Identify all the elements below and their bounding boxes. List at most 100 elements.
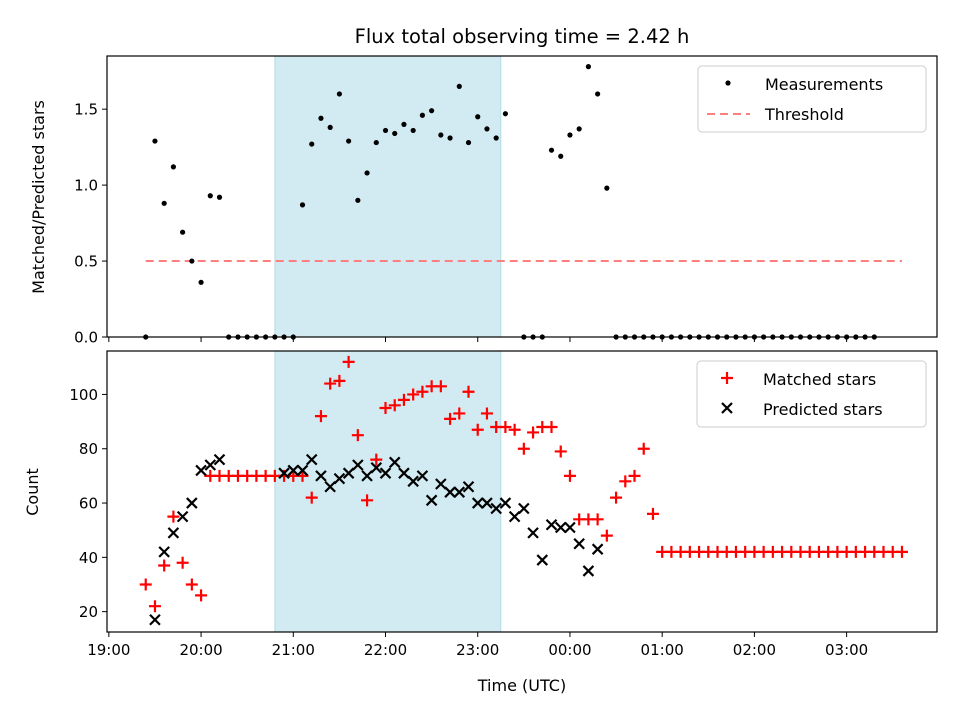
measurement-point [558, 153, 564, 159]
predicted-stars-point [195, 464, 207, 477]
measurement-point [355, 197, 361, 203]
count-y-tick-label: 60 [79, 495, 98, 513]
predicted-stars-point [508, 510, 521, 523]
measurement-point [318, 115, 324, 121]
legend-label-threshold: Threshold [764, 105, 844, 124]
x-tick-label: 21:00 [272, 641, 315, 659]
predicted-stars-point [407, 475, 419, 488]
predicted-stars-point [388, 456, 401, 469]
predicted-stars-point [536, 554, 549, 566]
predicted-stars-point [591, 543, 604, 555]
predicted-stars-point [518, 502, 530, 515]
measurement-point [373, 139, 379, 146]
predicted-stars-point [204, 459, 217, 471]
measurement-point [585, 64, 592, 70]
matched-stars-point [545, 421, 558, 434]
predicted-stars-point [158, 546, 170, 558]
matched-stars-point [185, 578, 198, 591]
predicted-stars-point [573, 537, 585, 550]
measurement-point [502, 111, 508, 117]
x-axis-label: Time (UTC) [477, 676, 566, 695]
x-tick-label: 19:00 [87, 641, 130, 659]
matched-stars-point [591, 513, 604, 526]
measurement-point [438, 132, 444, 138]
predicted-stars-point [398, 467, 410, 479]
x-tick-label: 02:00 [733, 641, 776, 659]
predicted-stars-point [287, 464, 300, 477]
ratio-legend: Measurements Threshold [697, 65, 927, 133]
legend-marker-measurements [725, 80, 731, 86]
x-tick-label: 00:00 [548, 641, 591, 659]
matched-stars-point [462, 385, 475, 398]
matched-stars-point [176, 556, 189, 569]
predicted-stars-point [186, 497, 198, 509]
legend-marker-matched [721, 372, 733, 384]
matched-stars-point [610, 491, 623, 504]
measurement-point [382, 127, 389, 134]
x-tick-label: 23:00 [456, 641, 499, 659]
predicted-stars-point [315, 470, 327, 482]
ratio-y-tick-label: 0.5 [74, 253, 98, 271]
measurement-point [567, 132, 573, 138]
ratio-observing-band [274, 55, 502, 338]
predicted-stars-point [453, 486, 466, 498]
predicted-stars-point [435, 478, 447, 490]
measurement-point [475, 114, 481, 120]
matched-stars-point [895, 545, 908, 558]
measurement-point [604, 185, 610, 191]
count-axes-frame [106, 350, 938, 633]
measurement-point [419, 112, 425, 118]
matched-stars-point [554, 445, 567, 458]
matched-stars-point [397, 393, 410, 406]
predicted-stars-point [499, 497, 512, 509]
chart-title: Flux total observing time = 2.42 h [355, 25, 690, 48]
matched-stars-point [563, 469, 576, 482]
count-y-tick-label: 80 [79, 440, 98, 458]
matched-stars-point [388, 399, 401, 412]
predicted-stars-point [149, 614, 161, 626]
x-tick-label: 01:00 [641, 641, 684, 659]
matched-stars-point [508, 423, 521, 436]
measurement-point [170, 164, 176, 170]
measurement-point [216, 194, 223, 200]
measurement-point [336, 91, 342, 97]
count-legend: Matched stars Predicted stars [696, 360, 927, 428]
measurement-point [410, 127, 416, 134]
measurement-point [456, 83, 462, 89]
measurement-point [429, 108, 435, 114]
measurement-point [309, 141, 315, 147]
predicted-stars-point [471, 497, 484, 509]
matched-stars-point [148, 600, 161, 613]
matched-stars-point [167, 510, 180, 523]
measurement-point [595, 91, 601, 97]
predicted-stars-point [527, 527, 539, 539]
predicted-stars-point [352, 459, 364, 471]
ratio-panel: 0.0 0.5 1.0 1.5 Matched/Predicted stars Mea… [29, 55, 938, 347]
measurement-point [198, 279, 204, 285]
predicted-stars-point [167, 527, 180, 539]
x-tick-label: 03:00 [825, 641, 868, 659]
predicted-stars-point [213, 453, 226, 466]
matched-stars-point [139, 578, 152, 591]
measurement-point [484, 126, 490, 132]
ratio-y-tick-label: 1.5 [74, 101, 98, 119]
measurement-point [161, 200, 167, 206]
legend-label-predicted: Predicted stars [763, 400, 883, 419]
predicted-stars-point [305, 453, 318, 466]
predicted-stars-point [176, 510, 189, 523]
predicted-stars-point [416, 470, 429, 482]
predicted-stars-point [361, 470, 373, 482]
x-tick-label: 22:00 [364, 641, 407, 659]
matched-stars-point [600, 529, 613, 542]
ratio-y-axis-label: Matched/Predicted stars [29, 100, 48, 294]
matched-stars-point [333, 374, 346, 387]
predicted-stars-point [545, 518, 558, 531]
measurement-point [180, 229, 186, 235]
matched-stars-point [444, 412, 457, 425]
matched-stars-point [351, 429, 364, 442]
predicted-stars-point [462, 480, 475, 493]
predicted-stars-point [425, 494, 438, 507]
measurement-point [299, 202, 306, 208]
matched-stars-point [637, 442, 650, 455]
matched-stars-point [480, 407, 493, 420]
